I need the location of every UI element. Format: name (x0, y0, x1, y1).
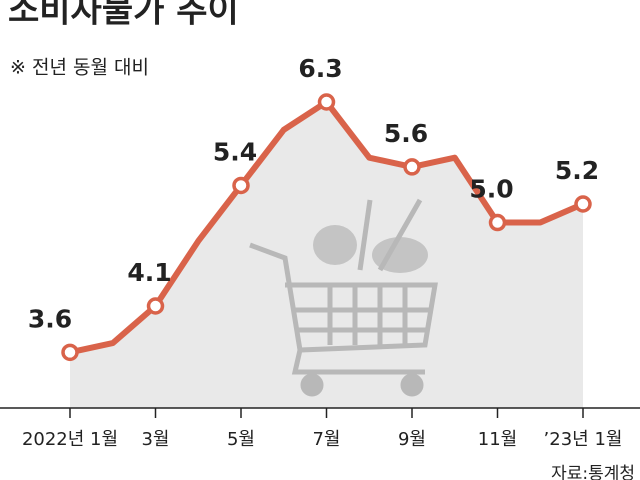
data-label: 5.4 (213, 137, 257, 166)
point (574, 195, 592, 213)
chart-title: 소비자물가 추이 (8, 0, 239, 31)
x-tick-label: ’23년 1월 (544, 429, 623, 450)
source: 자료:통계청 (551, 464, 635, 480)
data-label: 5.2 (555, 156, 599, 185)
data-label: 4.1 (127, 258, 171, 287)
point (317, 93, 336, 111)
point (232, 176, 250, 195)
x-tick-label: 5월 (227, 429, 255, 450)
data-label: 6.3 (298, 54, 342, 83)
point (403, 158, 421, 176)
point (61, 343, 79, 362)
x-tick-label: 9월 (398, 429, 426, 450)
data-label: 3.6 (28, 304, 72, 333)
x-tick-label: 2022년 1월 (22, 429, 118, 450)
data-label: 5.0 (469, 175, 513, 204)
data-label: 5.6 (384, 119, 428, 148)
x-tick-label: 7월 (312, 429, 340, 450)
x-tick-label: 3월 (141, 429, 169, 450)
cart-illustration (249, 198, 438, 397)
x-tick-label: 11월 (478, 429, 517, 450)
point (146, 297, 165, 315)
chart-subtitle: ※ 전년 동월 대비 (10, 57, 149, 79)
point (488, 213, 507, 232)
